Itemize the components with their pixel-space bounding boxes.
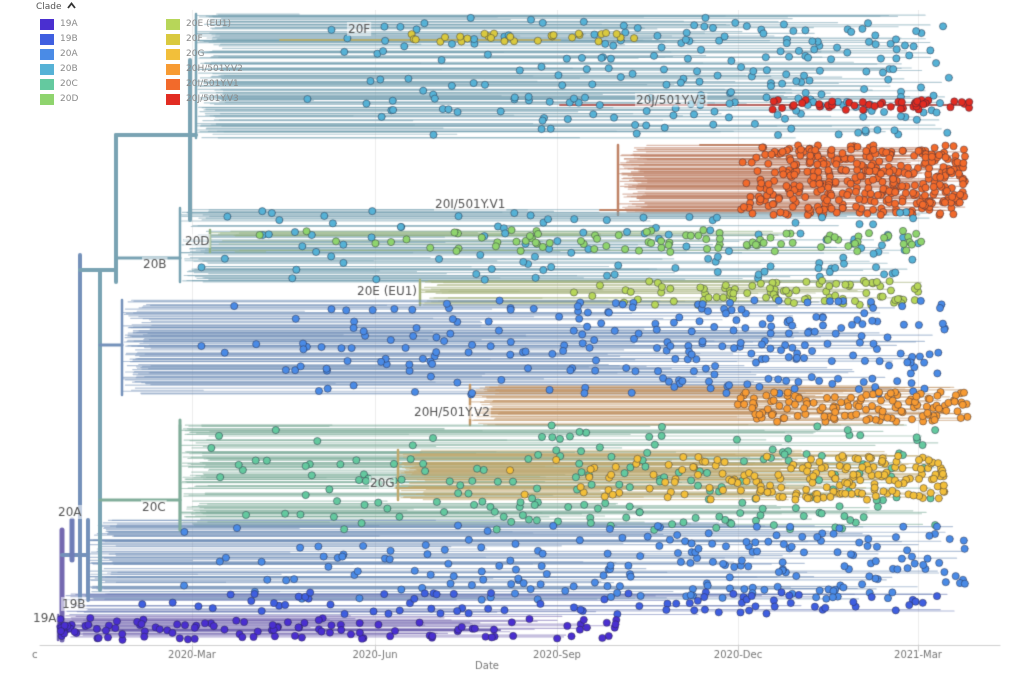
- legend-label: 20D: [60, 94, 79, 104]
- legend-label: 20I/501Y.V1: [186, 79, 239, 89]
- legend-label: 20J/501Y.V3: [186, 94, 239, 104]
- legend-label: 20H/501Y.V2: [186, 64, 243, 74]
- legend-swatch: [40, 78, 54, 90]
- legend-title-text: Clade: [36, 2, 62, 12]
- legend-label: 20A: [60, 49, 78, 59]
- legend-item-20j-501y-v3[interactable]: 20J/501Y.V3: [166, 93, 239, 105]
- legend-swatch: [40, 63, 54, 75]
- legend-swatch: [166, 63, 180, 75]
- legend-label: 20F: [186, 34, 203, 44]
- legend-swatch: [166, 48, 180, 60]
- legend-swatch: [166, 78, 180, 90]
- legend-swatch: [166, 93, 180, 105]
- legend-item-20a[interactable]: 20A: [40, 48, 78, 60]
- legend-item-19a[interactable]: 19A: [40, 18, 78, 30]
- legend-label: 20B: [60, 64, 78, 74]
- legend-label: 19A: [60, 19, 78, 29]
- legend-swatch: [166, 18, 180, 30]
- legend-label: 20E (EU1): [186, 19, 232, 29]
- legend-swatch: [40, 33, 54, 45]
- legend-item-20b[interactable]: 20B: [40, 63, 78, 75]
- legend-item-20h-501y-v2[interactable]: 20H/501Y.V2: [166, 63, 243, 75]
- chevron-up-icon[interactable]: [67, 2, 77, 12]
- legend-title[interactable]: Clade: [36, 2, 77, 12]
- legend-item-20g[interactable]: 20G: [166, 48, 204, 60]
- legend-label: 20G: [186, 49, 205, 59]
- legend-item-20i-501y-v1[interactable]: 20I/501Y.V1: [166, 78, 239, 90]
- legend-swatch: [40, 93, 54, 105]
- clade-legend: Clade 19A 19B 20A 20B 20C 20D 20E (EU1) 20F 20G 2…: [36, 2, 266, 114]
- legend-item-20f[interactable]: 20F: [166, 33, 203, 45]
- legend-item-20c[interactable]: 20C: [40, 78, 78, 90]
- legend-swatch: [166, 33, 180, 45]
- legend-label: 19B: [60, 34, 78, 44]
- legend-item-20d[interactable]: 20D: [40, 93, 78, 105]
- legend-swatch: [40, 48, 54, 60]
- legend-label: 20C: [60, 79, 78, 89]
- legend-item-19b[interactable]: 19B: [40, 33, 78, 45]
- legend-swatch: [40, 18, 54, 30]
- legend-item-20e-eu1-[interactable]: 20E (EU1): [166, 18, 231, 30]
